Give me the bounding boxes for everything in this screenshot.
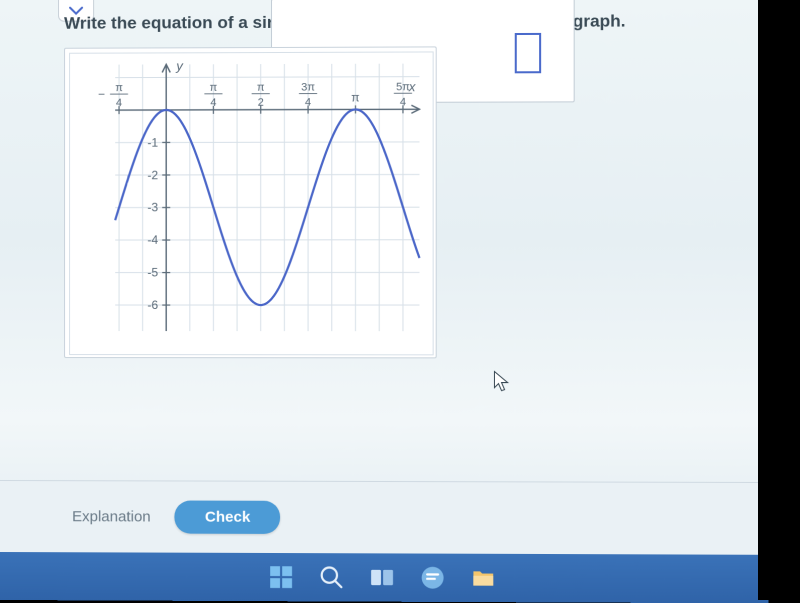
svg-text:4: 4 [400, 96, 406, 108]
svg-text:π: π [115, 82, 123, 94]
svg-text:4: 4 [305, 96, 311, 108]
answer-input[interactable] [515, 33, 541, 73]
svg-text:3π: 3π [301, 81, 315, 93]
svg-text:-5: -5 [147, 266, 158, 280]
windows-icon[interactable] [267, 563, 295, 591]
chart-card: -6-5-4-3-2-1−π4π4π23π4π5π4yx [64, 46, 437, 358]
bezel [758, 0, 800, 600]
chat-icon[interactable] [418, 564, 446, 592]
svg-text:-4: -4 [147, 233, 158, 247]
svg-text:-6: -6 [147, 298, 158, 312]
svg-text:−: − [98, 87, 105, 101]
explorer-icon[interactable] [469, 564, 497, 592]
cursor-icon [493, 371, 511, 393]
chart-plot: -6-5-4-3-2-1−π4π4π23π4π5π4yx [69, 51, 434, 355]
app-screen: Write the equation of a sine or cosine f… [0, 0, 768, 603]
check-button[interactable]: Check [175, 501, 281, 534]
svg-text:2: 2 [258, 97, 264, 109]
svg-text:π: π [210, 82, 218, 94]
explanation-button[interactable]: Explanation [72, 508, 151, 525]
svg-text:-2: -2 [147, 168, 158, 182]
svg-text:4: 4 [210, 97, 216, 109]
footer-bar: Explanation Check [0, 480, 768, 555]
svg-text:-1: -1 [147, 135, 158, 149]
svg-text:π: π [257, 82, 265, 94]
svg-text:π: π [351, 90, 359, 104]
svg-text:4: 4 [116, 97, 122, 109]
taskview-icon[interactable] [368, 563, 396, 591]
search-icon[interactable] [317, 563, 345, 591]
svg-text:-3: -3 [147, 201, 158, 215]
taskbar [0, 552, 768, 603]
svg-text:x: x [408, 79, 416, 94]
